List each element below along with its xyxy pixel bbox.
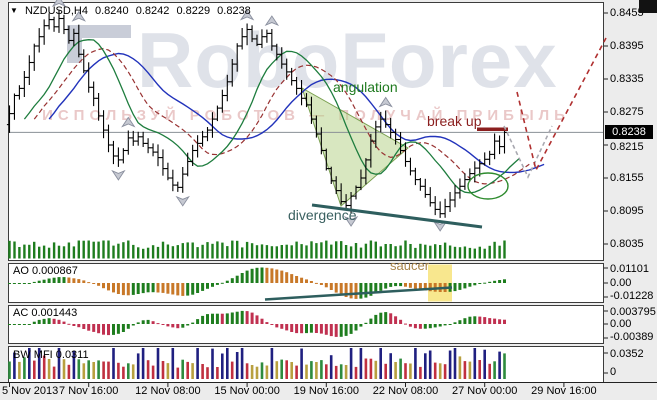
broker-logo-fragment <box>67 25 82 63</box>
price-tick: 0.8095 <box>610 205 644 217</box>
broker-logo-fragment <box>67 25 131 38</box>
symbol-dropdown-icon[interactable]: ▼ <box>10 6 18 15</box>
price-tick: 0.8035 <box>610 238 644 250</box>
annotation-break-up[interactable]: break up <box>427 113 482 129</box>
time-tick: 15 Nov 00:00 <box>214 385 280 397</box>
ac-indicator-label: AC 0.001443 <box>13 307 78 319</box>
time-tick: 7 Nov 16:00 <box>59 385 119 397</box>
mfi-axis-min: 0 <box>610 366 617 378</box>
price-tick: 0.8395 <box>610 40 644 52</box>
ao-axis-max: 0.01101 <box>610 263 649 275</box>
time-tick: 27 Nov 00:00 <box>451 385 518 397</box>
time-tick: 5 Nov 2013 <box>2 385 59 397</box>
ac-axis-min: -0.00389 <box>610 331 654 343</box>
ao-axis-zero: 0.00 <box>610 277 632 289</box>
annotation-angulation[interactable]: angulation <box>333 79 398 95</box>
price-tick: 0.8455 <box>610 7 644 19</box>
time-tick: 22 Nov 08:00 <box>372 385 439 397</box>
ao-axis-min: -0.01228 <box>610 290 654 302</box>
ohlc-high: 0.8242 <box>135 5 170 17</box>
ohlc-open: 0.8240 <box>95 5 129 17</box>
time-tick: 19 Nov 16:00 <box>293 385 360 397</box>
mfi-indicator-panel[interactable] <box>8 346 604 383</box>
price-tick: 0.8215 <box>610 141 644 153</box>
time-tick: 29 Nov 16:00 <box>531 385 597 397</box>
ac-indicator-panel[interactable] <box>8 305 604 344</box>
ac-axis-zero: 0.00 <box>610 318 632 330</box>
price-tick: 0.8155 <box>610 172 644 184</box>
ohlc-close: 0.8238 <box>217 5 251 17</box>
ohlc-low: 0.8229 <box>176 5 211 17</box>
window-corner-block <box>639 0 657 13</box>
annotation-saucer[interactable]: saucer <box>390 258 430 273</box>
mfi-axis-max: 0.0352 <box>610 348 644 360</box>
mfi-indicator-label: BW MFI 0.0311 <box>13 349 89 361</box>
time-tick: 12 Nov 08:00 <box>135 385 201 397</box>
symbol-period-label: NZDUSD,H4 <box>24 5 88 17</box>
price-tick: 0.8275 <box>610 106 644 118</box>
chart-title: ▼ NZDUSD,H4 0.8240 0.8242 0.8229 0.8238 <box>10 5 255 17</box>
ao-indicator-panel[interactable] <box>8 263 604 303</box>
ac-axis-max: 0.003795 <box>610 306 656 318</box>
broker-slogan-watermark: ИСПОЛЬЗУЙ РОБОТОВ — ПОЛУЧАЙ ПРИБЫЛЬ <box>42 107 570 124</box>
price-tick: 0.8335 <box>610 73 644 85</box>
ao-indicator-label: AO 0.000867 <box>13 265 78 277</box>
current-price-tag: 0.8238 <box>605 125 653 139</box>
annotation-divergence[interactable]: divergence <box>288 207 357 223</box>
